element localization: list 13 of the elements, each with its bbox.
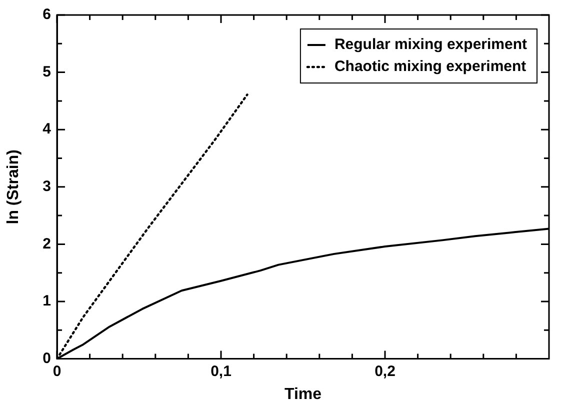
x-tick-label: 0,2 <box>374 362 396 380</box>
x-axis-title: Time <box>284 386 322 403</box>
y-tick-label: 6 <box>42 6 51 24</box>
legend-label: Regular mixing experiment <box>334 36 528 54</box>
x-tick-label: 0,1 <box>210 362 232 380</box>
y-tick-label: 5 <box>42 63 51 80</box>
y-tick-label: 1 <box>42 292 51 310</box>
y-tick-label: 3 <box>42 178 51 196</box>
y-tick-label: 0 <box>42 350 51 367</box>
y-tick-label: 4 <box>42 120 52 138</box>
y-axis-title: ln (Strain) <box>5 150 22 224</box>
legend-label: Chaotic mixing experiment <box>334 58 526 76</box>
y-tick-label: 2 <box>42 235 51 252</box>
